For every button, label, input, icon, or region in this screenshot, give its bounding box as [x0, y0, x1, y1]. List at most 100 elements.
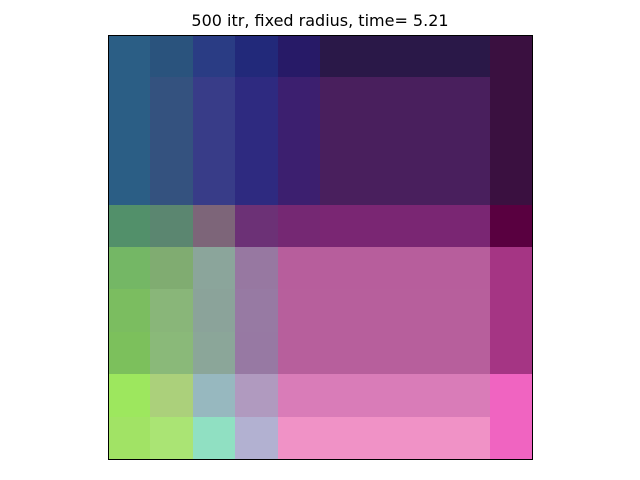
plot-frame	[108, 35, 533, 460]
heatmap-cell-r2-c3	[235, 120, 278, 162]
heatmap-cell-r2-c8	[447, 120, 490, 162]
heatmap-cell-r6-c6	[362, 289, 405, 332]
heatmap-cell-r3-c8	[447, 162, 490, 205]
heatmap-cell-r1-c1	[150, 77, 193, 120]
heatmap-cell-r4-c2	[193, 205, 235, 247]
heatmap-cell-r2-c0	[108, 120, 150, 162]
heatmap-cell-r5-c9	[490, 247, 532, 289]
heatmap-cell-r4-c0	[108, 205, 150, 247]
heatmap-cell-r2-c9	[490, 120, 532, 162]
heatmap-cell-r2-c1	[150, 120, 193, 162]
heatmap-cell-r0-c3	[235, 35, 278, 77]
heatmap-cell-r2-c4	[278, 120, 320, 162]
heatmap-cell-r9-c9	[490, 417, 532, 459]
heatmap-cell-r6-c2	[193, 289, 235, 332]
heatmap-cell-r8-c9	[490, 374, 532, 417]
heatmap-cell-r5-c6	[362, 247, 405, 289]
heatmap-cell-r5-c1	[150, 247, 193, 289]
heatmap-cell-r5-c3	[235, 247, 278, 289]
heatmap-cell-r7-c0	[108, 332, 150, 374]
heatmap-cell-r4-c9	[490, 205, 532, 247]
chart-title: 500 itr, fixed radius, time= 5.21	[191, 11, 449, 30]
heatmap-cell-r9-c3	[235, 417, 278, 459]
heatmap-cell-r3-c2	[193, 162, 235, 205]
heatmap-cell-r4-c1	[150, 205, 193, 247]
heatmap-cell-r1-c9	[490, 77, 532, 120]
heatmap-cell-r8-c7	[405, 374, 447, 417]
heatmap-cell-r5-c2	[193, 247, 235, 289]
heatmap-cell-r6-c7	[405, 289, 447, 332]
heatmap-cell-r0-c7	[405, 35, 447, 77]
heatmap-cell-r8-c8	[447, 374, 490, 417]
heatmap-cell-r1-c2	[193, 77, 235, 120]
heatmap-cell-r3-c0	[108, 162, 150, 205]
heatmap-cell-r6-c0	[108, 289, 150, 332]
heatmap-cell-r0-c0	[108, 35, 150, 77]
heatmap-cell-r4-c8	[447, 205, 490, 247]
heatmap-cell-r5-c0	[108, 247, 150, 289]
heatmap-cell-r0-c6	[362, 35, 405, 77]
heatmap-cell-r0-c4	[278, 35, 320, 77]
heatmap-cell-r8-c5	[320, 374, 362, 417]
heatmap-cell-r4-c5	[320, 205, 362, 247]
heatmap-cell-r8-c6	[362, 374, 405, 417]
heatmap-cell-r1-c8	[447, 77, 490, 120]
heatmap-cell-r0-c8	[447, 35, 490, 77]
heatmap-cell-r3-c6	[362, 162, 405, 205]
heatmap-cell-r3-c9	[490, 162, 532, 205]
heatmap-cell-r7-c2	[193, 332, 235, 374]
heatmap-cell-r9-c7	[405, 417, 447, 459]
heatmap-cell-r6-c4	[278, 289, 320, 332]
heatmap-cell-r4-c4	[278, 205, 320, 247]
heatmap-cell-r2-c5	[320, 120, 362, 162]
heatmap-cell-r4-c3	[235, 205, 278, 247]
heatmap-cell-r8-c1	[150, 374, 193, 417]
heatmap-cell-r8-c2	[193, 374, 235, 417]
heatmap-cell-r7-c5	[320, 332, 362, 374]
heatmap-cell-r1-c0	[108, 77, 150, 120]
heatmap-cell-r1-c5	[320, 77, 362, 120]
heatmap-cell-r1-c7	[405, 77, 447, 120]
heatmap-cell-r9-c6	[362, 417, 405, 459]
heatmap-cell-r8-c3	[235, 374, 278, 417]
heatmap-cell-r9-c2	[193, 417, 235, 459]
heatmap-cell-r3-c4	[278, 162, 320, 205]
heatmap-cell-r6-c5	[320, 289, 362, 332]
heatmap-cell-r5-c4	[278, 247, 320, 289]
heatmap-cell-r1-c6	[362, 77, 405, 120]
heatmap-cell-r4-c6	[362, 205, 405, 247]
heatmap-cell-r0-c9	[490, 35, 532, 77]
heatmap-cell-r9-c1	[150, 417, 193, 459]
heatmap-cell-r0-c2	[193, 35, 235, 77]
heatmap-cell-r7-c9	[490, 332, 532, 374]
heatmap-cell-r1-c3	[235, 77, 278, 120]
heatmap-cell-r1-c4	[278, 77, 320, 120]
heatmap-cell-r5-c7	[405, 247, 447, 289]
heatmap-cell-r2-c6	[362, 120, 405, 162]
heatmap-cell-r0-c5	[320, 35, 362, 77]
heatmap-cell-r5-c5	[320, 247, 362, 289]
heatmap-cell-r9-c5	[320, 417, 362, 459]
heatmap-cell-r2-c7	[405, 120, 447, 162]
heatmap-cell-r9-c4	[278, 417, 320, 459]
heatmap-cell-r6-c9	[490, 289, 532, 332]
heatmap-cell-r9-c8	[447, 417, 490, 459]
heatmap-cell-r3-c7	[405, 162, 447, 205]
heatmap-cell-r5-c8	[447, 247, 490, 289]
heatmap-cell-r0-c1	[150, 35, 193, 77]
heatmap-cell-r3-c3	[235, 162, 278, 205]
heatmap-cell-r7-c6	[362, 332, 405, 374]
heatmap-cell-r3-c5	[320, 162, 362, 205]
heatmap-cell-r2-c2	[193, 120, 235, 162]
heatmap-cell-r8-c4	[278, 374, 320, 417]
heatmap-cell-r7-c3	[235, 332, 278, 374]
heatmap-cell-r7-c7	[405, 332, 447, 374]
heatmap-cell-r3-c1	[150, 162, 193, 205]
heatmap-cell-r7-c8	[447, 332, 490, 374]
heatmap-cell-r4-c7	[405, 205, 447, 247]
heatmap-cell-r9-c0	[108, 417, 150, 459]
heatmap-cell-r7-c1	[150, 332, 193, 374]
heatmap-cell-r6-c8	[447, 289, 490, 332]
heatmap-cell-r6-c1	[150, 289, 193, 332]
